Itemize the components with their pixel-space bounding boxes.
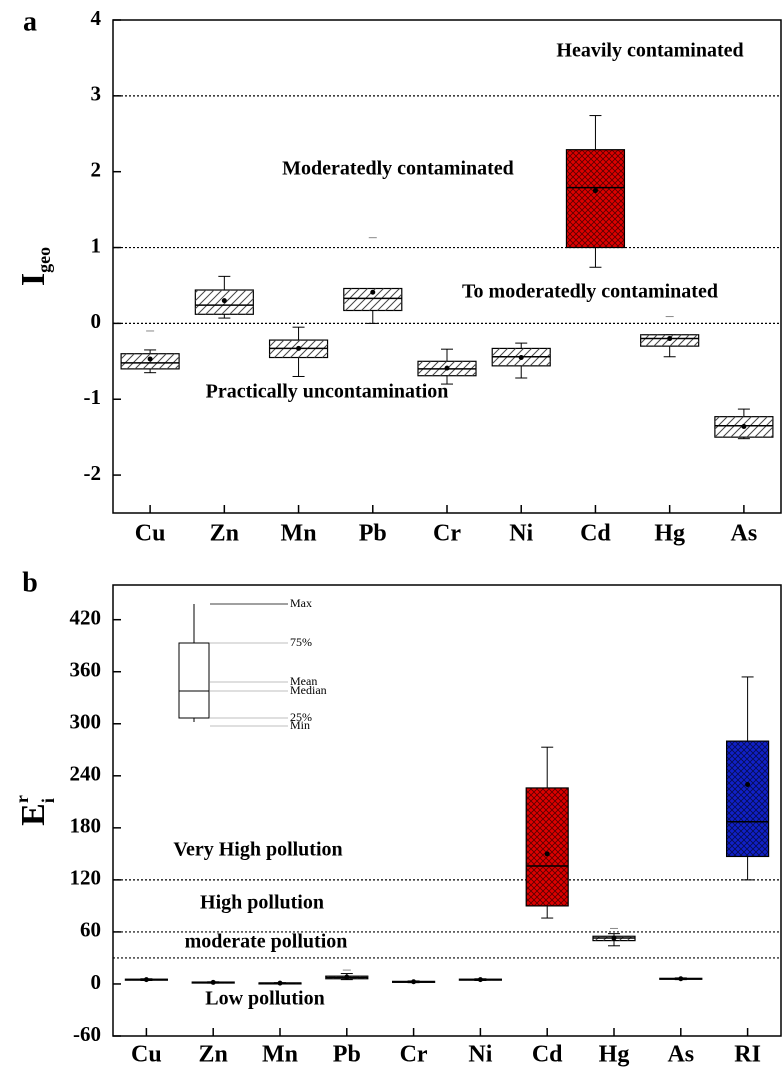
x-tick-label: Cr <box>433 521 461 547</box>
y-tick-label: 3 <box>91 82 102 106</box>
mean-marker <box>296 345 302 351</box>
key-label: Max <box>290 596 312 610</box>
mean-marker <box>741 424 747 430</box>
x-tick-label: Cr <box>400 1042 428 1068</box>
mean-marker <box>277 980 283 986</box>
x-tick-label: Hg <box>599 1042 630 1068</box>
panel-label: a <box>23 6 37 37</box>
y-tick-label: 0 <box>91 970 102 994</box>
x-tick-label: Ni <box>509 521 533 547</box>
x-tick-label: Ni <box>468 1042 492 1068</box>
x-tick-label: Pb <box>359 521 387 547</box>
annotation: High pollution <box>200 892 324 914</box>
annotation: Practically uncontamination <box>206 381 449 403</box>
plot-frame <box>112 19 782 514</box>
y-axis-label: Igeo <box>15 247 54 286</box>
y-axis-label-sub: i <box>38 798 58 803</box>
y-axis-label: Er i <box>12 795 58 826</box>
x-tick-label: Pb <box>333 1042 361 1068</box>
x-tick-label: Zn <box>199 1042 228 1068</box>
mean-marker <box>210 979 216 985</box>
y-tick-label: 300 <box>70 710 102 734</box>
x-tick-label: Mn <box>262 1042 298 1068</box>
box-hatch <box>566 149 625 248</box>
annotation: Very High pollution <box>173 839 342 861</box>
y-tick-label: 4 <box>91 6 102 30</box>
mean-marker <box>678 976 684 982</box>
box-hatch <box>726 741 769 857</box>
x-tick-label: Hg <box>654 521 685 547</box>
y-axis-label-main: E <box>15 803 52 826</box>
mean-marker <box>147 356 153 362</box>
mean-marker <box>411 979 417 985</box>
mean-marker <box>221 298 227 304</box>
x-tick-label: RI <box>734 1042 761 1068</box>
mean-marker <box>344 974 350 980</box>
mean-marker <box>667 336 673 342</box>
x-tick-label: Zn <box>210 521 239 547</box>
mean-marker <box>370 289 376 295</box>
plot-frame <box>112 584 782 1037</box>
x-tick-label: Cu <box>135 521 166 547</box>
y-axis-label-sub: geo <box>34 247 54 273</box>
key-label: Mean <box>290 674 317 688</box>
key-label: Min <box>290 718 310 732</box>
key-label: Median <box>290 683 327 697</box>
x-tick-label: Cd <box>532 1042 563 1068</box>
mean-marker <box>544 851 550 857</box>
y-tick-label: 0 <box>91 309 102 333</box>
x-tick-label: Cd <box>580 521 611 547</box>
x-tick-label: Mn <box>281 521 317 547</box>
y-tick-label: 420 <box>70 606 102 630</box>
y-tick-label: 1 <box>91 233 102 257</box>
mean-marker <box>444 365 450 371</box>
x-tick-label: As <box>667 1042 694 1068</box>
box-hatch <box>343 288 402 311</box>
key-box <box>178 642 210 719</box>
box-hatch <box>526 787 569 906</box>
mean-marker <box>745 781 751 787</box>
mean-marker <box>592 188 598 194</box>
mean-marker <box>611 935 617 941</box>
annotation: Low pollution <box>205 988 324 1010</box>
panel-label: b <box>22 567 38 598</box>
annotation: moderate pollution <box>185 931 348 953</box>
y-tick-label: 120 <box>70 866 102 890</box>
y-tick-label: 60 <box>80 918 101 942</box>
y-tick-label: 2 <box>91 158 102 182</box>
y-axis-label-sup: r <box>12 795 32 803</box>
x-tick-label: As <box>731 521 758 547</box>
annotation: Heavily contaminated <box>556 40 743 62</box>
mean-marker <box>518 355 524 361</box>
y-axis-label-main: I <box>15 273 52 286</box>
y-tick-label: -2 <box>84 461 102 485</box>
y-tick-label: 240 <box>70 762 102 786</box>
annotation: Moderatedly contaminated <box>282 158 514 180</box>
y-tick-label: 180 <box>70 814 102 838</box>
mean-marker <box>143 977 149 983</box>
key-label: 25% <box>290 710 312 724</box>
key-label: 75% <box>290 635 312 649</box>
mean-marker <box>477 977 483 983</box>
y-tick-label: 360 <box>70 658 102 682</box>
annotation: To moderatedly contaminated <box>462 281 718 303</box>
y-tick-label: -1 <box>84 385 102 409</box>
y-tick-label: -60 <box>73 1022 101 1046</box>
x-tick-label: Cu <box>131 1042 162 1068</box>
